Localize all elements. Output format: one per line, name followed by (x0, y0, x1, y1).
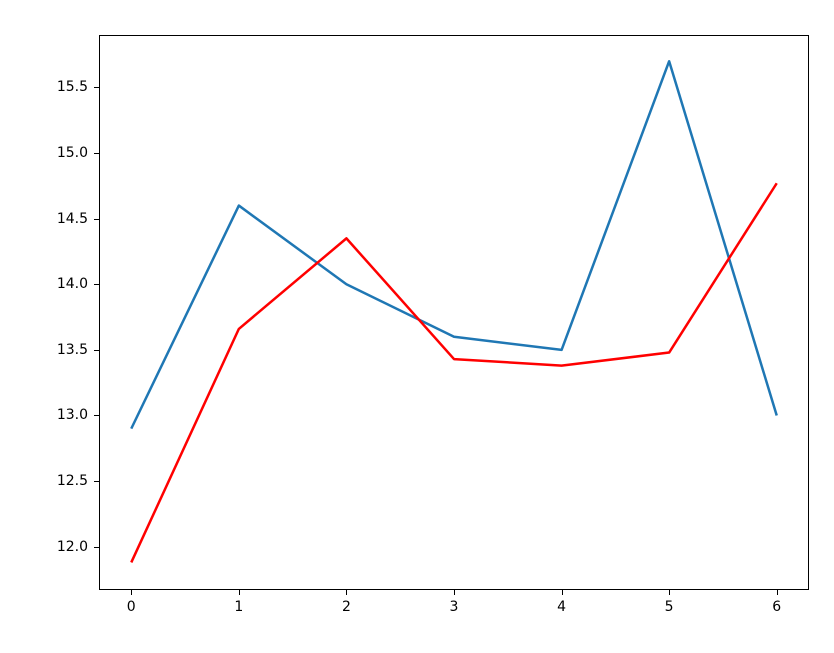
y-tick-label: 14.0 (57, 276, 88, 292)
y-tick-mark (94, 284, 99, 285)
x-tick-label: 2 (342, 599, 351, 615)
y-tick-mark (94, 350, 99, 351)
figure: 0 1 2 3 4 5 6 12.0 12.5 13.0 13.5 14.0 14.5 15.0 15.5 (0, 0, 834, 653)
x-tick-label: 3 (450, 599, 459, 615)
y-tick-label: 15.5 (57, 79, 88, 95)
x-tick-label: 6 (772, 599, 781, 615)
x-tick-label: 4 (557, 599, 566, 615)
y-tick-mark (94, 219, 99, 220)
y-tick-label: 14.5 (57, 211, 88, 227)
line-series-red (131, 183, 776, 562)
y-tick-mark (94, 87, 99, 88)
y-tick-mark (94, 415, 99, 416)
chart-lines (99, 35, 809, 590)
line-series-blue (131, 61, 776, 428)
x-tick-mark (239, 590, 240, 595)
x-tick-label: 1 (234, 599, 243, 615)
y-tick-mark (94, 481, 99, 482)
x-tick-mark (346, 590, 347, 595)
y-tick-label: 12.0 (57, 539, 88, 555)
x-tick-mark (777, 590, 778, 595)
y-tick-label: 15.0 (57, 145, 88, 161)
x-tick-mark (669, 590, 670, 595)
y-tick-label: 13.5 (57, 342, 88, 358)
y-tick-mark (94, 547, 99, 548)
x-tick-mark (454, 590, 455, 595)
y-tick-label: 13.0 (57, 407, 88, 423)
x-tick-label: 5 (665, 599, 674, 615)
y-tick-mark (94, 153, 99, 154)
y-tick-label: 12.5 (57, 473, 88, 489)
x-tick-label: 0 (127, 599, 136, 615)
x-tick-mark (131, 590, 132, 595)
x-tick-mark (562, 590, 563, 595)
plot-area (99, 35, 809, 590)
